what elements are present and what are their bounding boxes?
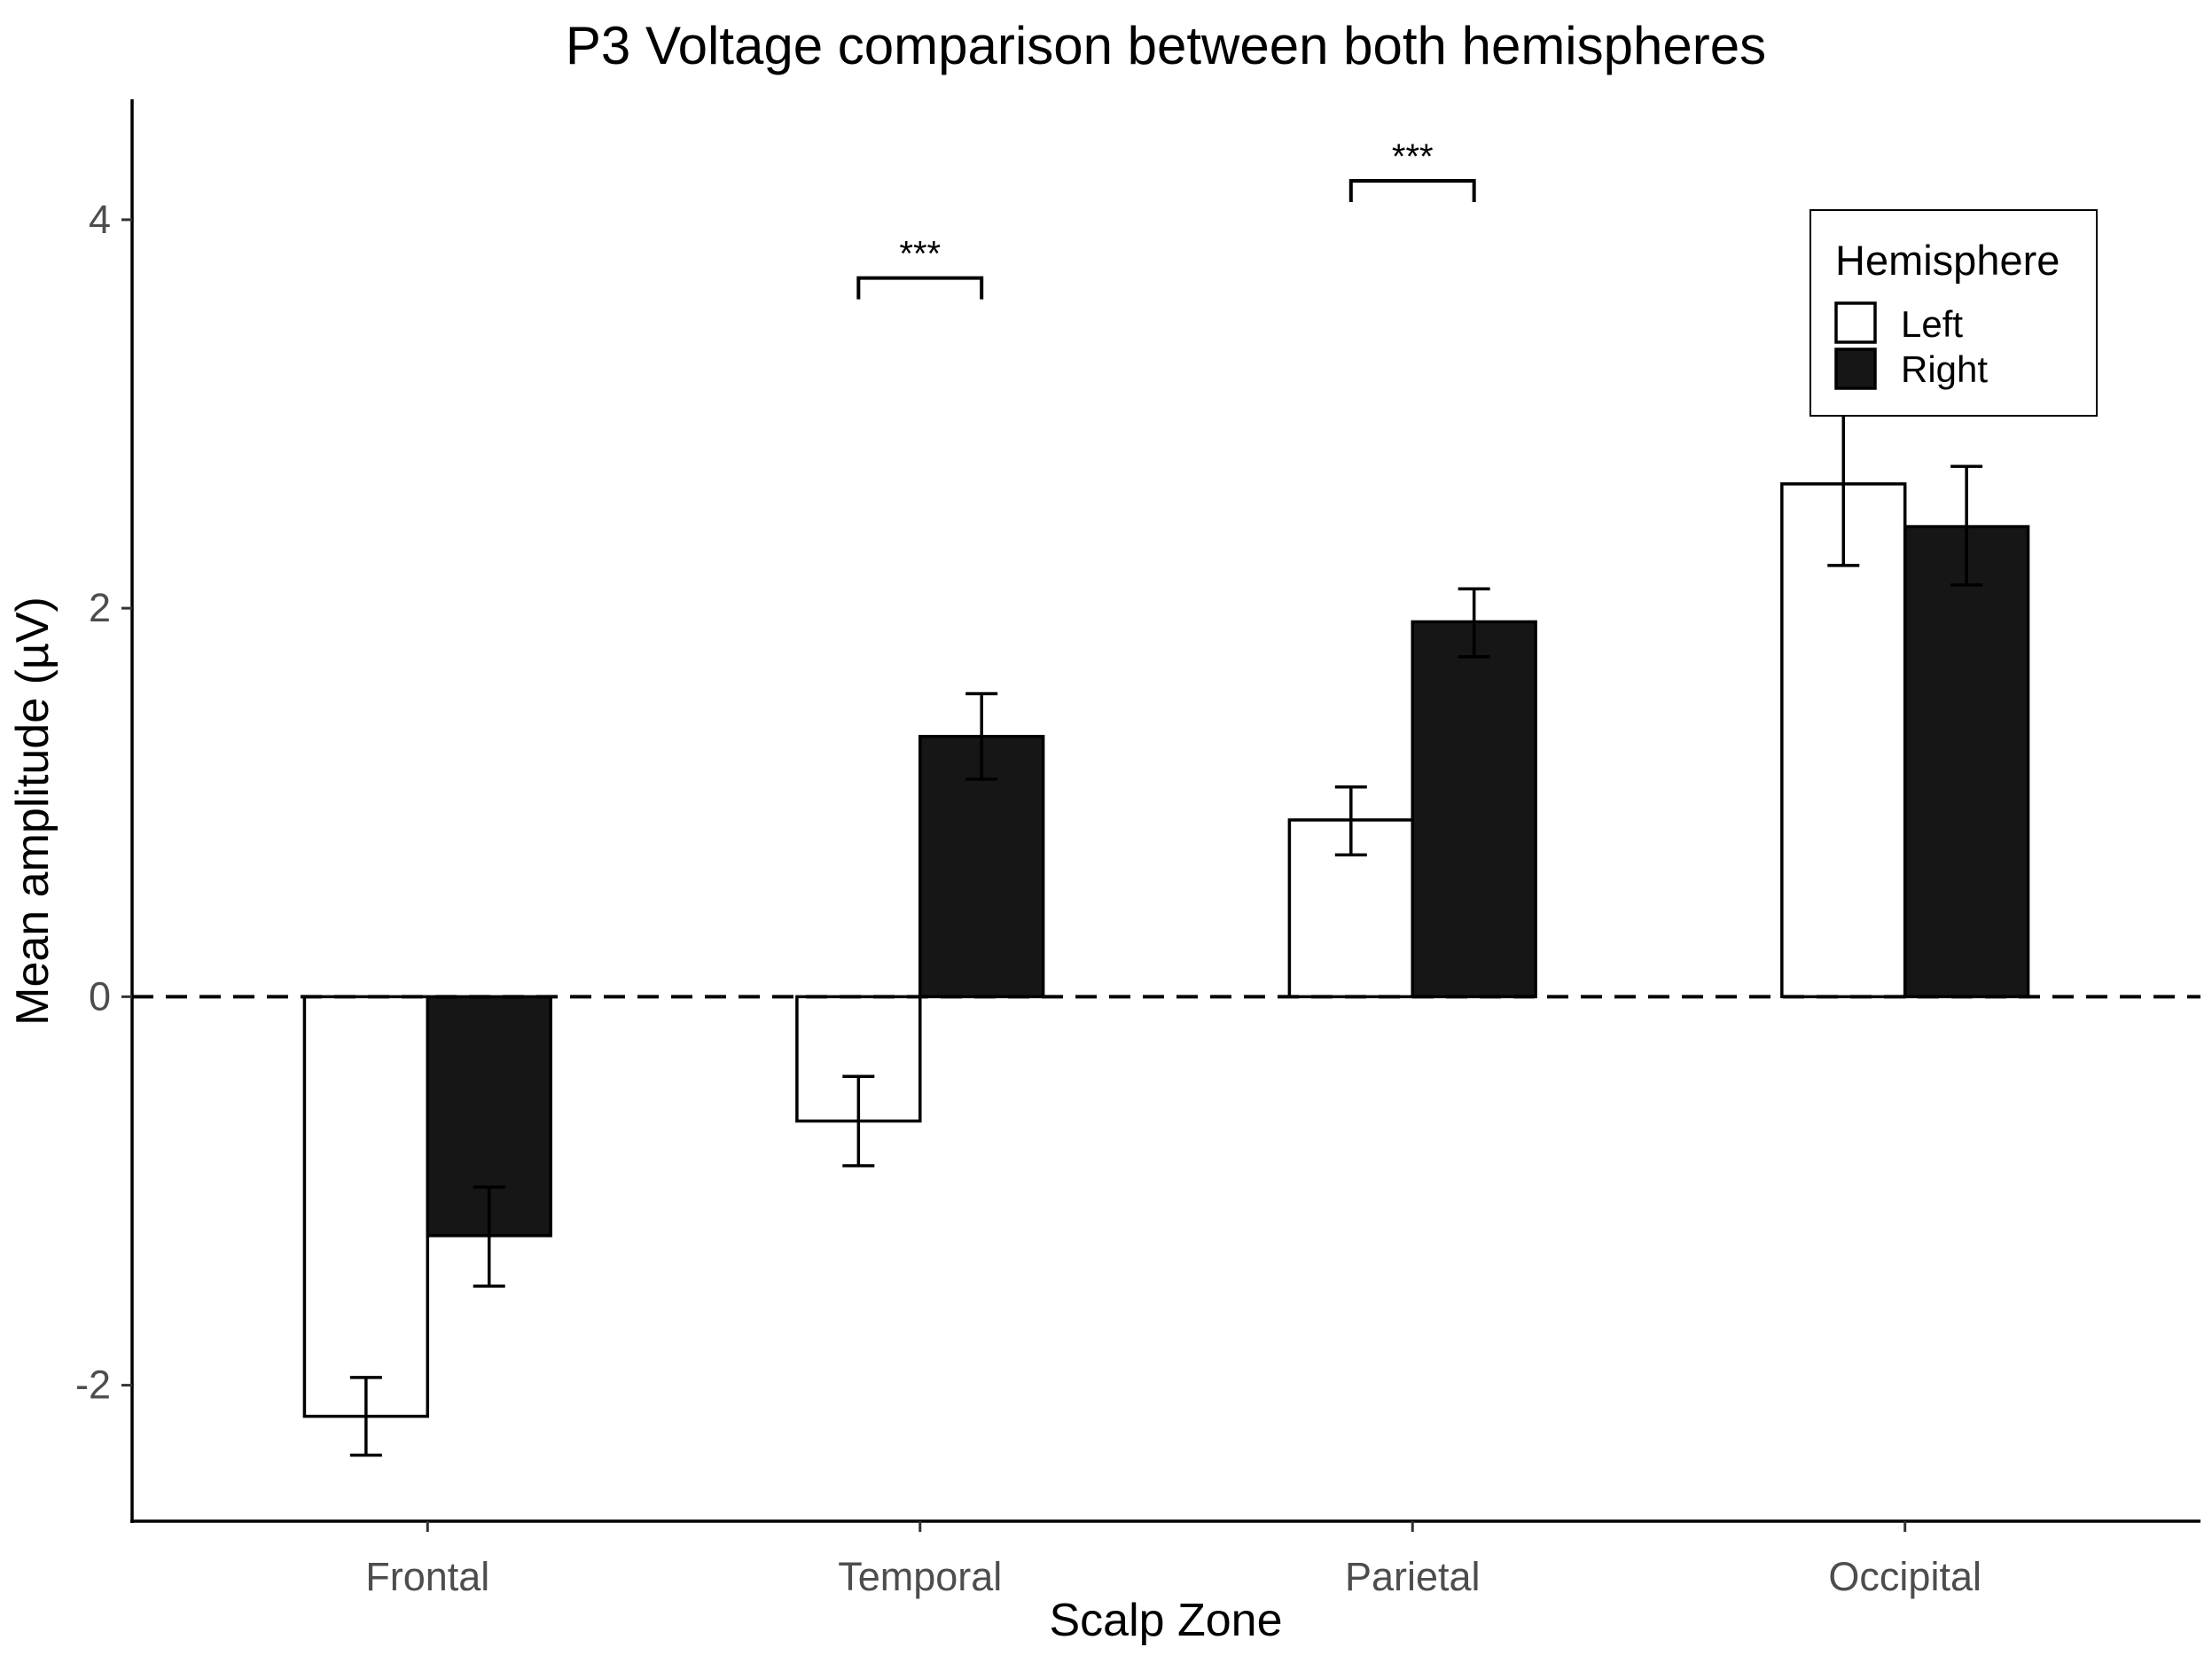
significance-temporal: ***	[856, 235, 984, 300]
significance-label: ***	[899, 235, 941, 274]
legend-key-right	[1834, 347, 1877, 390]
errorbar-temporal-left	[842, 1074, 875, 1167]
x-tick-label-occipital: Occipital	[1828, 1554, 1981, 1599]
significance-parietal: ***	[1348, 137, 1476, 203]
x-tick-label-frontal: Frontal	[365, 1554, 489, 1599]
bar-occipital-left	[1780, 482, 1907, 999]
legend-label-right: Right	[1901, 348, 1988, 390]
significance-bracket	[856, 276, 984, 300]
errorbars-layer	[349, 402, 1983, 1457]
bar-parietal-right	[1411, 620, 1537, 999]
y-tick-label: 0	[89, 973, 111, 1019]
y-axis-title: Mean amplitude (µV)	[7, 597, 59, 1026]
errorbar-parietal-right	[1458, 587, 1490, 659]
legend-title: Hemisphere	[1835, 237, 2060, 284]
legend-label-left: Left	[1901, 303, 1963, 345]
y-tick-label: -2	[75, 1363, 111, 1408]
x-axis-ticks: Frontal Temporal Parietal Occipital	[365, 1521, 1981, 1599]
y-tick-label: 4	[89, 197, 111, 242]
significance-label: ***	[1392, 137, 1434, 176]
errorbar-frontal-left	[349, 1376, 382, 1457]
bars-layer	[302, 482, 2030, 1418]
significance-bracket	[1348, 179, 1476, 203]
chart-title: P3 Voltage comparison between both hemis…	[566, 16, 1766, 75]
errorbar-occipital-right	[1950, 465, 1983, 587]
x-axis-title: Scalp Zone	[1049, 1595, 1282, 1646]
y-tick-label: 2	[89, 585, 111, 630]
errorbar-temporal-right	[965, 691, 998, 781]
legend-key-left	[1834, 301, 1877, 344]
errorbar-parietal-left	[1334, 785, 1367, 857]
legend: Hemisphere Left Right	[1809, 209, 2098, 417]
x-tick-label-parietal: Parietal	[1345, 1554, 1481, 1599]
x-tick-label-temporal: Temporal	[838, 1554, 1002, 1599]
errorbar-frontal-right	[473, 1185, 505, 1288]
y-axis-ticks: -2 0 2 4	[75, 197, 132, 1408]
bar-frontal-left	[302, 995, 430, 1418]
bar-occipital-right	[1903, 525, 2030, 999]
annotation-layer: *** ***	[856, 137, 1476, 300]
